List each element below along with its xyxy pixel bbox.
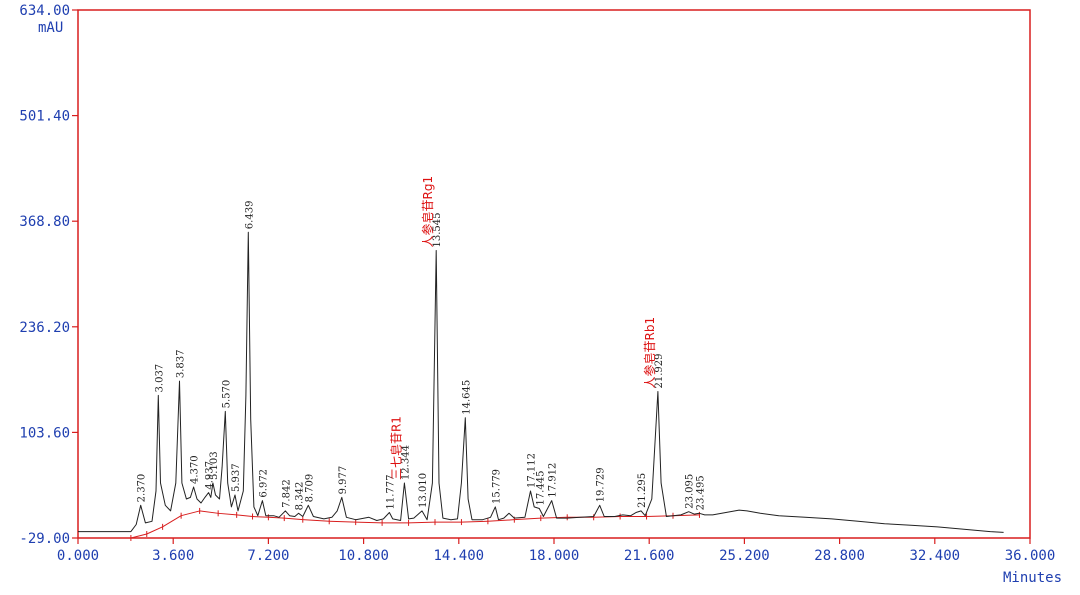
baseline-segment <box>236 514 253 517</box>
x-tick-label: 32.400 <box>910 548 961 564</box>
peak-label: 17.912 <box>548 463 559 498</box>
peak-label: 19.729 <box>596 467 607 502</box>
peak-label: 14.645 <box>461 380 472 415</box>
peak-label: 4.370 <box>190 455 201 484</box>
y-tick-label: 501.40 <box>19 109 70 125</box>
compound-label: 人参皂苷Rg1 <box>420 176 435 248</box>
peak-label: 3.837 <box>175 349 186 378</box>
baseline-segments <box>130 507 700 541</box>
peak-label: 12.344 <box>400 445 411 480</box>
peak-label: 17.112 <box>527 453 538 488</box>
x-tick-label: 14.400 <box>434 548 485 564</box>
baseline-segment <box>514 517 541 521</box>
baseline-segment <box>218 512 237 516</box>
peak-label: 2.370 <box>137 474 148 503</box>
peak-label: 21.295 <box>637 473 648 508</box>
y-tick-label: 103.60 <box>19 425 70 441</box>
chromatogram-trace <box>78 231 1004 533</box>
peak-label: 5.937 <box>231 463 242 492</box>
baseline-segment <box>461 520 488 523</box>
x-tick-label: 25.200 <box>719 548 770 564</box>
baseline-segment <box>540 516 568 519</box>
baseline-segment <box>302 519 330 522</box>
peak-label: 6.439 <box>244 201 255 230</box>
baseline-segment <box>355 521 383 524</box>
peak-label: 5.103 <box>209 451 220 480</box>
peak-label: 23.495 <box>695 475 706 510</box>
peak-label: 6.972 <box>258 469 269 498</box>
baseline-segment <box>162 515 182 528</box>
baseline-segment <box>408 521 436 524</box>
y-axis-unit: mAU <box>38 20 63 36</box>
x-axis: 0.000 3.600 7.200 10.800 14.400 18.000 21.600 2… <box>57 538 1055 564</box>
x-tick-label: 3.600 <box>152 548 194 564</box>
peak-label: 5.570 <box>221 380 232 409</box>
peak-label: 23.095 <box>685 474 696 509</box>
x-tick-label: 0.000 <box>57 548 99 564</box>
baseline-segment <box>146 526 163 535</box>
trace-line <box>78 231 1004 533</box>
compound-label: 三七皂苷R1 <box>389 416 403 480</box>
peak-label: 21.929 <box>654 353 665 388</box>
peak-label: 7.842 <box>281 479 292 508</box>
peak-label: 17.445 <box>535 471 546 506</box>
baseline-segment <box>199 510 219 514</box>
x-tick-label: 21.600 <box>624 548 675 564</box>
baseline-segment <box>487 519 515 522</box>
compound-labels: 三七皂苷R1 人参皂苷Rg1 人参皂苷Rb1 <box>389 176 656 480</box>
peak-label: 13.010 <box>418 473 429 508</box>
peak-label: 8.709 <box>304 474 315 503</box>
peak-label: 9.977 <box>338 466 349 495</box>
baseline-segment <box>268 516 285 519</box>
y-tick-label: -29.00 <box>19 531 70 547</box>
x-tick-label: 18.000 <box>529 548 580 564</box>
x-tick-label: 10.800 <box>338 548 389 564</box>
y-tick-label: 634.00 <box>19 3 70 19</box>
peak-label: 13.545 <box>432 213 443 248</box>
plot-frame <box>77 9 1031 539</box>
peak-label: 11.777 <box>385 475 396 510</box>
y-tick-label: 236.20 <box>19 320 70 336</box>
x-tick-label: 36.000 <box>1005 548 1056 564</box>
baseline-segment <box>130 533 147 539</box>
x-axis-unit: Minutes <box>1003 570 1062 586</box>
x-tick-label: 7.200 <box>247 548 289 564</box>
peak-label: 15.779 <box>491 469 502 504</box>
x-tick-label: 28.800 <box>814 548 865 564</box>
baseline-segment <box>329 520 356 523</box>
peak-label: 8.342 <box>295 482 306 511</box>
baseline-segment <box>252 515 269 518</box>
compound-label: 人参皂苷Rb1 <box>642 317 657 389</box>
peak-label: 4.937 <box>205 461 216 490</box>
y-tick-label: 368.80 <box>19 214 70 230</box>
baseline-segment <box>284 517 303 521</box>
peak-label: 3.037 <box>154 364 165 393</box>
baseline-segment <box>181 510 200 517</box>
y-axis: -29.00 103.60 236.20 368.80 501.40 634.00 <box>19 3 78 547</box>
